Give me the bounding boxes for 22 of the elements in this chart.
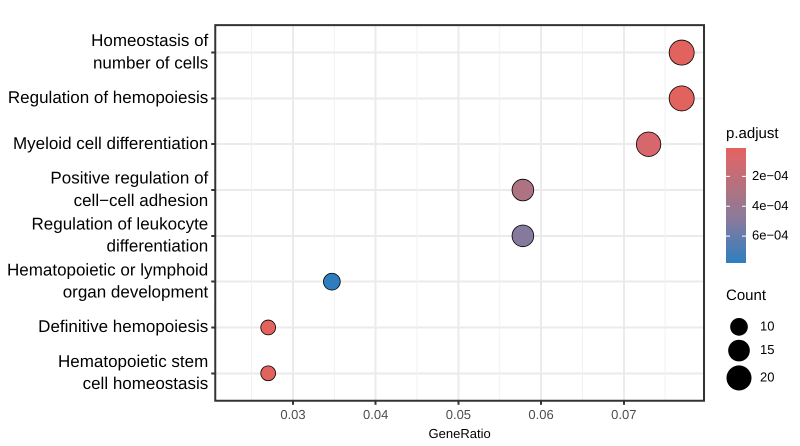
x-tick-label: 0.03 [280, 407, 306, 422]
x-tick-label: 0.07 [611, 407, 636, 422]
x-axis-title: GeneRatio [428, 426, 491, 441]
color-bar-title: p.adjust [726, 125, 780, 142]
color-bar-label: 4e−04 [752, 198, 789, 213]
y-tick-label: Regulation of hemopoiesis [8, 88, 208, 108]
y-tick-label: Regulation of leukocyte differentiation [32, 214, 208, 256]
y-tick-label: Hematopoietic stem cell homeostasis [58, 352, 208, 394]
color-bar-label: 6e−04 [752, 228, 789, 243]
legend-label: 15 [760, 342, 774, 358]
y-tick-label: Myeloid cell differentiation [12, 134, 208, 153]
y-tick-label: Homeostasis of number of cells [91, 31, 209, 72]
x-tick-label: 0.06 [528, 407, 554, 422]
legend-title: Count [726, 287, 767, 304]
x-tick-label: 0.05 [446, 407, 472, 422]
legend-label: 10 [760, 318, 774, 334]
y-tick-label: Hematopoietic or lymphoid organ development [6, 260, 209, 302]
color-bar-label: 2e−04 [752, 168, 789, 183]
y-tick-label: Definitive hemopoiesis [38, 317, 208, 336]
x-tick-label: 0.04 [363, 407, 388, 422]
legend-label: 20 [760, 370, 774, 384]
y-tick-label: Positive regulation of cell−cell adhesion [50, 168, 209, 210]
